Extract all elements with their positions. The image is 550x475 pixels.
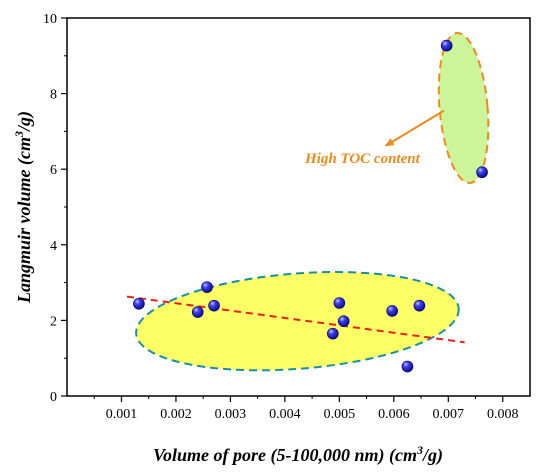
highlight-region-2: [437, 31, 490, 184]
data-point-3: [201, 281, 213, 293]
data-point-9: [401, 360, 414, 373]
x-tick-label-5: 0.005: [324, 407, 356, 422]
data-point-7: [337, 315, 350, 327]
trendline: [126, 295, 465, 344]
highlight-region-1: [135, 271, 460, 372]
y-axis-ticks: 0 2 4 6 8 10: [43, 12, 67, 405]
annotation-arrow: [384, 109, 445, 147]
x-tick-label-7: 0.007: [433, 407, 465, 422]
trendline-layer: [126, 295, 465, 344]
x-tick-label-4: 0.004: [269, 407, 301, 422]
y-tick-label-3: 4: [50, 239, 57, 254]
x-tick-label-6: 0.006: [378, 407, 410, 422]
y-tick-label-5: 8: [50, 88, 57, 103]
highlight-regions: [135, 31, 490, 372]
data-point-1: [133, 297, 145, 310]
x-axis-ticks: 0.001 0.002 0.003 0.004 0.005 0.006 0.007 0.008: [93, 396, 519, 422]
annotation-label: High TOC content: [304, 151, 421, 167]
data-points: [133, 39, 488, 373]
data-point-8: [386, 305, 398, 317]
x-tick-label-1: 0.001: [106, 407, 138, 422]
data-point-11: [440, 39, 453, 52]
x-tick-label-8: 0.008: [487, 407, 519, 422]
x-axis-title: Volume of pore (5-100,000 nm) (cm3/g): [153, 443, 443, 466]
data-point-12: [476, 166, 488, 179]
data-point-10: [413, 299, 426, 312]
x-tick-label-2: 0.002: [160, 407, 192, 422]
y-axis-title: Langmuir volume (cm3/g): [12, 111, 35, 304]
y-tick-label-6: 10: [43, 12, 57, 27]
data-point-4: [208, 299, 220, 312]
annotation-layer: High TOC content: [304, 109, 445, 167]
data-point-5: [327, 327, 339, 340]
data-point-6: [333, 297, 346, 309]
data-point-2: [191, 306, 204, 318]
y-tick-label-4: 6: [50, 163, 57, 178]
x-tick-label-3: 0.003: [215, 407, 247, 422]
y-tick-label-1: 0: [50, 390, 57, 405]
y-tick-label-2: 2: [50, 314, 57, 329]
